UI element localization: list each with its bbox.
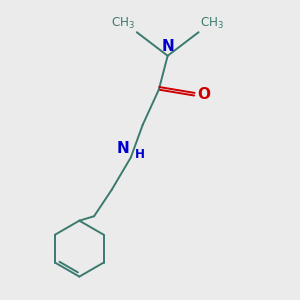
- Text: N: N: [117, 141, 129, 156]
- Text: CH$_3$: CH$_3$: [111, 16, 135, 31]
- Text: O: O: [197, 87, 210, 102]
- Text: H: H: [134, 148, 144, 161]
- Text: N: N: [161, 39, 174, 54]
- Text: CH$_3$: CH$_3$: [200, 16, 224, 31]
